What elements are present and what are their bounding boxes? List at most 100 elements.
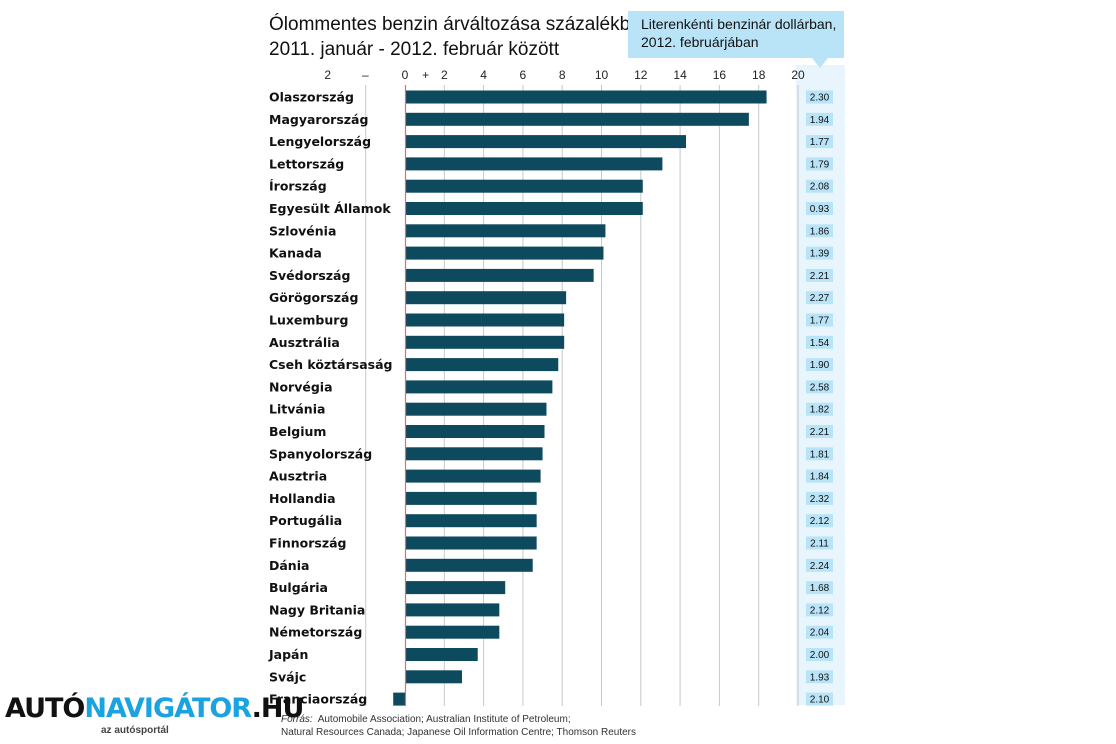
category-label: Belgium (269, 424, 326, 439)
source-line1: Automobile Association; Australian Insti… (317, 714, 571, 725)
bar-22 (405, 581, 506, 595)
price-badge: 1.86 (806, 224, 833, 238)
price-badge: 1.54 (806, 335, 833, 349)
price-badge-bg (806, 670, 833, 684)
axis-tick-label: 12 (634, 68, 648, 82)
price-label: 1.93 (810, 672, 830, 683)
price-header-line1: Literenkénti benzinár dollárban, (641, 16, 837, 32)
price-badge: 2.21 (806, 425, 833, 438)
price-header-line2: 2012. februárjában (641, 34, 759, 50)
price-badge: 2.11 (806, 536, 833, 550)
axis-tick-label: 4 (480, 68, 487, 82)
price-badge: 2.12 (806, 514, 833, 528)
logo-tagline: az autósportál (101, 725, 169, 736)
bar-10 (405, 313, 565, 327)
price-label: 2.08 (810, 182, 830, 193)
source-line2: Natural Resources Canada; Japanese Oil I… (281, 727, 636, 738)
bar-12 (405, 358, 559, 372)
price-label: 1.94 (810, 115, 830, 126)
price-badge: 1.77 (806, 135, 833, 149)
price-badge: 1.39 (806, 246, 833, 260)
bar-17 (405, 469, 541, 483)
category-label: Lettország (269, 156, 344, 171)
category-label: Dánia (269, 558, 309, 573)
price-badge: 2.12 (806, 603, 833, 617)
category-label: Spanyolország (269, 446, 372, 461)
axis-tick-label: 0 (402, 68, 409, 82)
price-badge-bg (806, 246, 833, 260)
price-badge-bg (806, 514, 833, 528)
bar-14 (405, 402, 547, 416)
category-label: Portugália (269, 513, 342, 528)
price-badge: 2.04 (806, 625, 833, 639)
price-label: 1.90 (810, 360, 830, 371)
price-badge-bg (806, 491, 833, 505)
bar-1 (405, 112, 749, 126)
price-badge-bg (806, 291, 833, 305)
price-label: 1.86 (810, 226, 830, 237)
bar-7 (405, 246, 604, 260)
bar-21 (405, 558, 533, 572)
category-label: Franciaország (269, 692, 367, 707)
price-badge-bg (806, 135, 833, 149)
logo-part-navigator: NAVIGÁTOR (84, 693, 252, 724)
price-label: 2.32 (810, 494, 830, 505)
category-label: Svédország (269, 268, 350, 283)
price-badge-bg (806, 358, 833, 372)
category-label: Magyarország (269, 112, 368, 127)
autonavigator-logo: AUTÓNAVIGÁTOR.HU az autósportál (5, 693, 304, 737)
price-badge: 1.68 (806, 581, 833, 595)
category-label: Ausztria (269, 469, 327, 484)
price-badge: 1.77 (806, 313, 833, 327)
chart-title-line2: 2011. január - 2012. február között (269, 39, 560, 60)
price-badge-bg (806, 224, 833, 238)
source-label: Forrás: (281, 714, 313, 725)
price-label: 2.21 (810, 427, 830, 438)
price-badge-bg (806, 469, 833, 483)
price-label: 2.11 (810, 539, 829, 550)
price-badge: 2.27 (806, 291, 833, 305)
bar-24 (405, 625, 500, 639)
bar-26 (405, 670, 462, 684)
price-badge-bg (806, 335, 833, 349)
category-label: Luxemburg (269, 313, 348, 328)
price-badge: 1.79 (806, 157, 833, 171)
bar-6 (405, 224, 606, 238)
axis-tick-label: + (422, 68, 429, 82)
price-label: 2.04 (810, 628, 830, 639)
category-label: Egyesült Államok (269, 201, 391, 216)
bar-27 (393, 692, 405, 706)
price-label: 1.77 (810, 137, 830, 148)
price-label: 2.24 (810, 561, 830, 572)
price-label: 0.93 (810, 204, 830, 215)
logo-part-auto: AUTÓ (5, 693, 85, 724)
price-badge: 2.00 (806, 648, 833, 661)
category-label: Norvégia (269, 379, 333, 394)
price-badge: 2.58 (806, 380, 833, 394)
axis-tick-label: 20 (791, 68, 805, 82)
price-badge-bg (806, 202, 833, 215)
category-label: Kanada (269, 246, 322, 261)
logo-wordmark: AUTÓNAVIGÁTOR.HU (5, 693, 304, 724)
category-label: Németország (269, 625, 362, 640)
price-badge-bg (806, 581, 833, 595)
bar-3 (405, 157, 663, 171)
bar-0 (405, 90, 767, 104)
price-badge: 1.94 (806, 112, 833, 126)
price-label: 1.84 (810, 472, 830, 483)
chart-title: Ólommentes benzin árváltozása százalékba… (269, 12, 651, 62)
price-badge-bg (806, 179, 833, 193)
bar-11 (405, 335, 565, 349)
category-label: Görögország (269, 290, 358, 305)
price-label: 1.77 (810, 316, 830, 327)
category-label: Ausztrália (269, 335, 340, 350)
bar-9 (405, 291, 567, 305)
bar-15 (405, 425, 545, 438)
axis-tick-label: 10 (595, 68, 609, 82)
price-badge-bg (806, 692, 833, 706)
price-label: 1.54 (810, 338, 830, 349)
price-badge: 0.93 (806, 202, 833, 215)
bar-4 (405, 179, 643, 193)
axis-tick-label: 14 (673, 68, 687, 82)
price-badge-bg (806, 648, 833, 661)
